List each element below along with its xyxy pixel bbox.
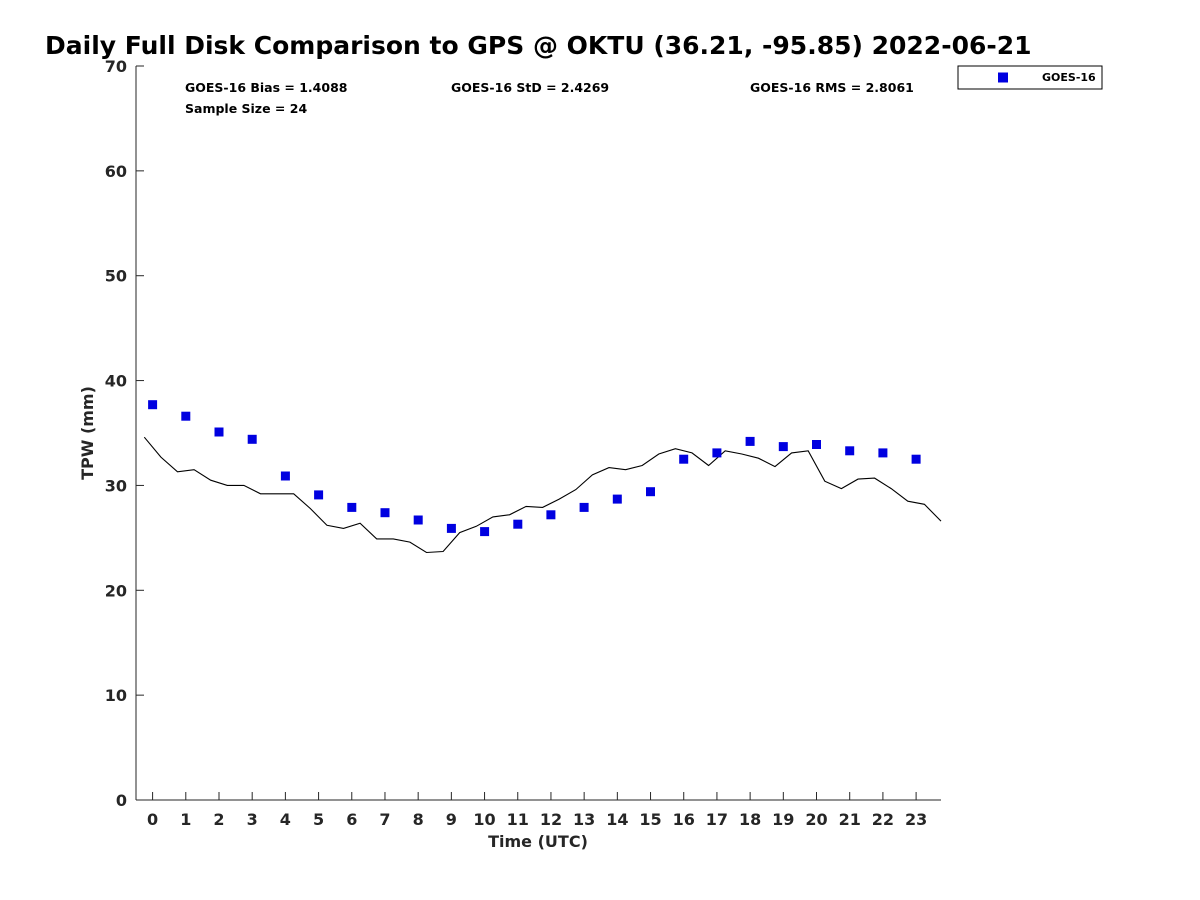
x-tick-label: 9 [446,810,457,829]
y-axis-label: TPW (mm) [78,386,97,480]
x-tick-label: 12 [540,810,562,829]
x-tick-label: 11 [507,810,529,829]
legend-label-goes16: GOES-16 [1042,71,1096,84]
x-tick-label: 13 [573,810,595,829]
x-tick-label: 17 [706,810,728,829]
x-tick-label: 19 [772,810,794,829]
y-tick-label: 40 [105,372,127,391]
x-tick-label: 4 [280,810,291,829]
goes16-point [314,490,324,500]
x-tick-label: 22 [872,810,894,829]
x-tick-label: 5 [313,810,324,829]
goes16-point [280,471,290,481]
x-tick-label: 21 [839,810,861,829]
goes16-point [878,448,888,458]
y-tick-label: 60 [105,162,127,181]
legend: GOES-16 [957,65,1103,90]
goes16-point [679,454,689,464]
goes16-point [612,494,622,504]
goes16-point [347,502,357,512]
stat-rms: GOES-16 RMS = 2.8061 [750,80,914,95]
goes16-point [214,427,224,437]
x-tick-label: 2 [213,810,224,829]
y-tick-label: 20 [105,581,127,600]
goes16-point [778,442,788,452]
chart-title: Daily Full Disk Comparison to GPS @ OKTU… [45,31,1032,60]
goes16-point [845,446,855,456]
y-tick-label: 10 [105,686,127,705]
goes16-point [812,440,821,449]
x-tick-label: 18 [739,810,761,829]
goes16-point [712,448,722,458]
goes16-point [546,510,556,520]
y-tick-label: 30 [105,476,127,495]
x-tick-label: 1 [180,810,191,829]
goes16-point [446,523,456,533]
goes16-point [380,508,390,518]
goes16-point [181,411,191,421]
y-tick-label: 0 [116,791,127,810]
x-tick-label: 0 [147,810,158,829]
gps-tpw-line [143,436,942,554]
x-tick-label: 23 [905,810,927,829]
goes16-point [646,487,655,497]
goes16-point [579,502,589,512]
goes16-point [911,454,921,464]
goes16-point [480,527,490,537]
goes16-point [247,434,257,444]
goes16-point [413,515,423,525]
x-tick-label: 20 [805,810,827,829]
legend-box [957,65,1103,90]
goes16-point [745,436,755,446]
x-tick-label: 14 [606,810,628,829]
x-tick-label: 10 [473,810,495,829]
y-tick-label: 70 [105,57,127,76]
x-tick-label: 8 [413,810,424,829]
x-tick-label: 16 [673,810,695,829]
x-axis-label: Time (UTC) [488,832,588,851]
stat-bias: GOES-16 Bias = 1.4088 [185,80,347,95]
stat-sample-size: Sample Size = 24 [185,101,307,116]
x-tick-label: 15 [639,810,661,829]
goes-marker-layer [148,400,921,537]
stat-std: GOES-16 StD = 2.4269 [451,80,609,95]
legend-marker-goes16 [998,72,1008,83]
x-tick-label: 7 [379,810,390,829]
gps-line-layer [143,436,942,554]
x-tick-label: 6 [346,810,357,829]
goes16-point [513,519,523,529]
y-tick-label: 50 [105,267,127,286]
goes16-point [148,400,158,410]
x-tick-label: 3 [247,810,258,829]
